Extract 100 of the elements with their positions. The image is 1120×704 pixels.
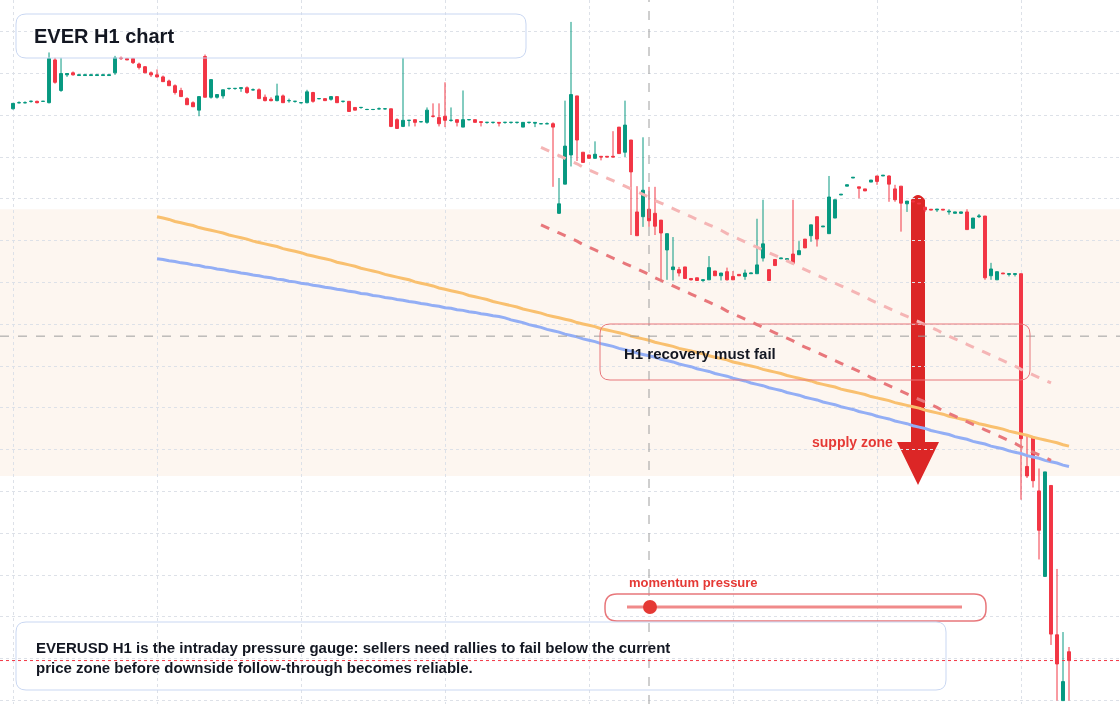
candlestick [857, 186, 861, 199]
candlestick [719, 272, 723, 281]
candlestick [53, 57, 57, 85]
candlestick [455, 119, 459, 127]
candlestick [869, 179, 873, 183]
candlestick [281, 94, 285, 104]
candlestick [761, 199, 765, 262]
candlestick [641, 136, 645, 228]
candlestick [599, 155, 603, 161]
candlestick [707, 255, 711, 281]
candlestick [617, 126, 621, 155]
candlestick [989, 262, 993, 281]
candlestick [881, 174, 885, 177]
candlestick [833, 199, 837, 219]
candlestick [257, 87, 261, 100]
candlestick [629, 139, 633, 236]
candlestick [791, 199, 795, 266]
candlestick [437, 102, 441, 127]
candlestick [401, 57, 405, 128]
annotation: EVERUSD H1 is the intraday pressure gauge: sellers need rallies to fail below the current price zone before downside follow-through becomes reliable. [36, 639, 671, 676]
candlestick [695, 277, 699, 281]
candlestick [89, 74, 93, 77]
candlestick [593, 140, 597, 159]
candlestick [71, 70, 75, 77]
candlestick [1061, 631, 1065, 702]
candlestick [167, 79, 171, 87]
candlestick [995, 271, 999, 281]
candlestick [461, 89, 465, 128]
candlestick [101, 74, 105, 77]
candlestick [893, 184, 897, 203]
candlestick [413, 119, 417, 127]
candlestick [971, 217, 975, 229]
candlestick [1043, 471, 1047, 577]
candlestick [683, 266, 687, 279]
candlestick [329, 96, 333, 102]
candlestick [911, 200, 915, 203]
candlestick [179, 87, 183, 98]
candlestick [263, 94, 267, 102]
candlestick [803, 238, 807, 249]
candlestick [311, 91, 315, 104]
candlestick [1025, 435, 1029, 479]
candlestick [851, 176, 855, 179]
candlestick [479, 121, 483, 127]
candlestick [77, 74, 81, 77]
candlestick [725, 267, 729, 281]
candlestick [551, 123, 555, 188]
candlestick [773, 258, 777, 267]
candlestick [113, 55, 117, 76]
candlestick [323, 98, 327, 102]
candlestick [431, 102, 435, 119]
candlestick [1037, 468, 1041, 560]
chart-title: EVER H1 chart [34, 25, 175, 47]
candlestick [305, 89, 309, 104]
candlestick [977, 213, 981, 219]
candlestick [149, 72, 153, 78]
candlestick [827, 175, 831, 235]
candlestick [653, 186, 657, 236]
candlestick [1013, 273, 1017, 277]
candlestick [173, 83, 177, 96]
candlestick [95, 74, 99, 77]
candlestick [809, 224, 813, 243]
candlestick [521, 121, 525, 128]
candlestick [905, 200, 909, 213]
candlestick [575, 95, 579, 162]
candlestick [749, 272, 753, 275]
candlestick [821, 225, 825, 228]
candlestick [815, 216, 819, 248]
candlestick [533, 121, 537, 128]
candlestick [605, 155, 609, 158]
candlestick [611, 130, 615, 158]
candlestick [965, 208, 969, 231]
candlestick [569, 21, 573, 167]
candlestick [923, 206, 927, 213]
candlestick [863, 188, 867, 192]
candlestick [929, 208, 933, 211]
candlestick [701, 279, 705, 283]
annotation: momentum pressure [629, 575, 758, 590]
candlestick [137, 63, 141, 70]
candlestick [557, 177, 561, 215]
candlestick [845, 184, 849, 187]
candlestick [239, 87, 243, 93]
candlestick [1049, 484, 1053, 646]
candlestick [185, 96, 189, 106]
candlestick [425, 106, 429, 125]
candlestick [959, 211, 963, 215]
candlestick [623, 100, 627, 158]
candlestick [983, 215, 987, 281]
candlestick [677, 266, 681, 277]
candlestick [755, 218, 759, 275]
candlestick [587, 154, 591, 159]
candlestick [659, 219, 663, 281]
candlestick [1007, 273, 1011, 277]
candlestick [59, 57, 63, 93]
candlestick [497, 121, 501, 127]
candlestick [197, 96, 201, 117]
candlestick [953, 211, 957, 214]
annotation: H1 recovery must fail [624, 345, 776, 362]
candlestick [215, 94, 219, 100]
candlestick [209, 79, 213, 100]
candlestick [275, 83, 279, 102]
